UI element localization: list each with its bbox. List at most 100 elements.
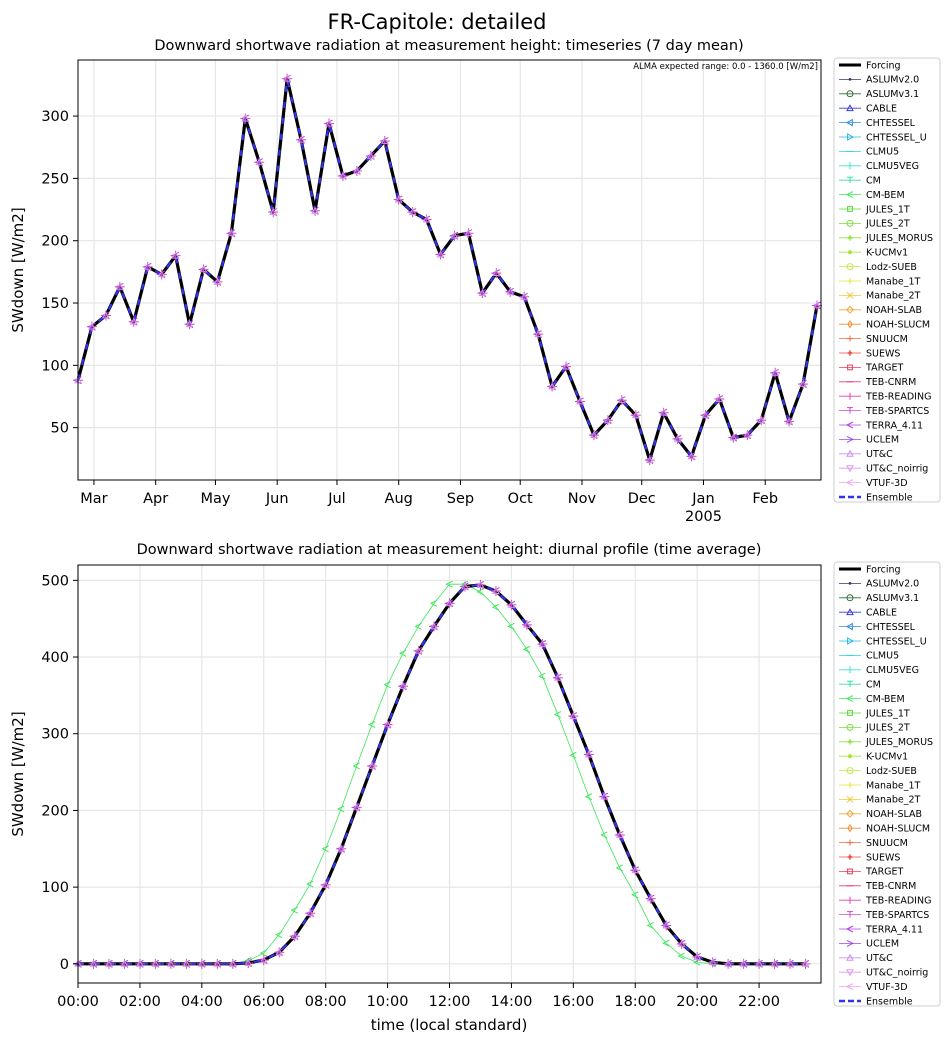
timeseries-point-marker [380, 136, 389, 144]
timeseries-xtick-label: Jan [691, 491, 714, 507]
timeseries-point-marker [255, 158, 264, 166]
diurnal-point-marker [554, 673, 562, 681]
diurnal-model-overlay-line [78, 584, 806, 965]
timeseries-xtick-label: May [200, 491, 230, 507]
timeseries-point-marker [715, 394, 724, 402]
diurnal-ytick-label: 400 [41, 650, 69, 666]
diurnal-panel: Downward shortwave radiation at measurem… [9, 542, 941, 1034]
diurnal-model-overlay-line [78, 584, 806, 965]
diurnal-point-cm-bem [569, 751, 577, 759]
timeseries-point-marker [562, 362, 570, 370]
diurnal-point-marker [337, 844, 345, 852]
timeseries-legend: Forcing ASLUMv2.0 ASLUMv3.1 CABLE CHTESSEL CH… [833, 57, 941, 503]
timeseries-grid [78, 60, 821, 480]
diurnal-legend-label: CLMU5VEG [866, 665, 919, 676]
diurnal-legend-marker [845, 695, 854, 703]
diurnal-xtick-label: 12:00 [429, 994, 471, 1010]
diurnal-point-marker [259, 955, 268, 963]
timeseries-legend-marker [847, 250, 853, 255]
timeseries-xtick-label: Apr [143, 491, 168, 507]
timeseries-xtick-label: Oct [508, 491, 533, 507]
diurnal-point-marker [569, 712, 578, 719]
timeseries-point-marker [771, 368, 780, 376]
timeseries-legend-label: CABLE [866, 104, 897, 115]
timeseries-legend-label: TEB-SPARTCS [865, 406, 929, 417]
timeseries-point-marker [743, 431, 752, 439]
diurnal-legend-label: TEB-CNRM [865, 881, 916, 892]
timeseries-ytick-label: 50 [51, 421, 69, 437]
diurnal-legend-label: SNUUCM [866, 838, 908, 849]
timeseries-point-marker [129, 317, 138, 325]
diurnal-point-cm-bem [367, 721, 376, 728]
timeseries-point-marker [590, 431, 598, 439]
timeseries-point-marker [492, 269, 501, 277]
timeseries-model-overlay-line [77, 78, 818, 462]
timeseries-point-marker [325, 119, 333, 127]
diurnal-point-cm-bem [522, 645, 531, 653]
timeseries-legend-label: JULES_1T [865, 204, 910, 215]
timeseries-legend-label: K-UCMv1 [866, 248, 908, 259]
timeseries-point-marker [631, 411, 640, 419]
timeseries-point-marker [297, 135, 305, 143]
diurnal-series-cm-bem [78, 583, 806, 965]
timeseries-legend-marker [847, 407, 853, 414]
timeseries-legend-marker [846, 465, 854, 473]
diurnal-legend-label: UT&C [866, 953, 893, 964]
timeseries-legend-marker [845, 305, 855, 314]
timeseries-point-marker [478, 289, 487, 296]
timeseries-legend-marker [847, 278, 853, 284]
diurnal-xlabel: time (local standard) [371, 1016, 528, 1034]
timeseries-legend-label: Forcing [866, 60, 901, 71]
timeseries-legend-marker [846, 263, 854, 271]
diurnal-point-cm-bem [491, 603, 500, 611]
timeseries-point-marker [227, 229, 236, 237]
timeseries-title: Downward shortwave radiation at measurem… [154, 38, 743, 54]
timeseries-legend-label: CHTESSEL [866, 118, 916, 129]
timeseries-ticks: 50 100 150 200 250 300 Mar Apr May Jun Jul Aug Sep Oc… [41, 109, 778, 525]
diurnal-legend-label: K-UCMv1 [866, 752, 908, 763]
diurnal-legend-label: CHTESSEL_U [866, 636, 927, 647]
diurnal-xtick-label: 00:00 [57, 994, 99, 1010]
diurnal-point-marker [120, 959, 129, 967]
diurnal-legend-marker [847, 823, 853, 833]
timeseries-legend-label: UT&C_noirrig [866, 464, 928, 475]
timeseries-point-marker [757, 416, 766, 424]
timeseries-point-marker [88, 322, 96, 330]
timeseries-xtick-label: Aug [385, 491, 413, 507]
diurnal-point-cm-bem [259, 949, 267, 957]
diurnal-xtick-label: 18:00 [614, 994, 656, 1010]
timeseries-legend-marker [846, 219, 854, 227]
diurnal-xtick-label: 22:00 [738, 994, 780, 1010]
timeseries-legend-marker [845, 421, 854, 429]
timeseries-legend-label: JULES_2T [865, 219, 910, 230]
timeseries-point-marker [199, 265, 208, 273]
diurnal-point-marker [584, 750, 593, 758]
diurnal-title: Downward shortwave radiation at measurem… [137, 542, 762, 558]
timeseries-legend-marker [847, 133, 855, 141]
diurnal-point-marker [662, 921, 671, 929]
diurnal-point-marker [445, 599, 454, 607]
diurnal-point-marker [523, 620, 531, 628]
timeseries-axes-frame [77, 59, 822, 481]
diurnal-legend-label: TERRA_4.11 [865, 924, 923, 935]
timeseries-point-marker [143, 262, 152, 270]
diurnal-ytick-label: 200 [41, 803, 69, 819]
timeseries-xtick-label: Mar [80, 491, 107, 507]
diurnal-point-marker [105, 959, 113, 967]
timeseries-ytick-label: 250 [41, 171, 69, 187]
diurnal-ylabel: SWdown [W/m2] [9, 711, 27, 836]
timeseries-legend-marker [845, 191, 854, 199]
diurnal-legend-marker [847, 782, 853, 788]
timeseries-ytick-label: 300 [41, 109, 69, 125]
diurnal-legend-label: UCLEM [866, 939, 899, 950]
diurnal-model-overlay-line [78, 584, 806, 965]
timeseries-model-overlay-line [77, 78, 818, 462]
diurnal-point-cm-bem [445, 580, 453, 588]
timeseries-point-marker [785, 417, 793, 425]
diurnal-legend-label: JULES_MORUS [865, 737, 933, 748]
timeseries-legend-marker [845, 118, 853, 127]
timeseries-legend-marker [847, 176, 853, 184]
diurnal-legend-label: TEB-READING [865, 896, 931, 907]
diurnal-legend-label: Manabe_2T [866, 795, 921, 806]
diurnal-xtick-label: 20:00 [676, 994, 718, 1010]
